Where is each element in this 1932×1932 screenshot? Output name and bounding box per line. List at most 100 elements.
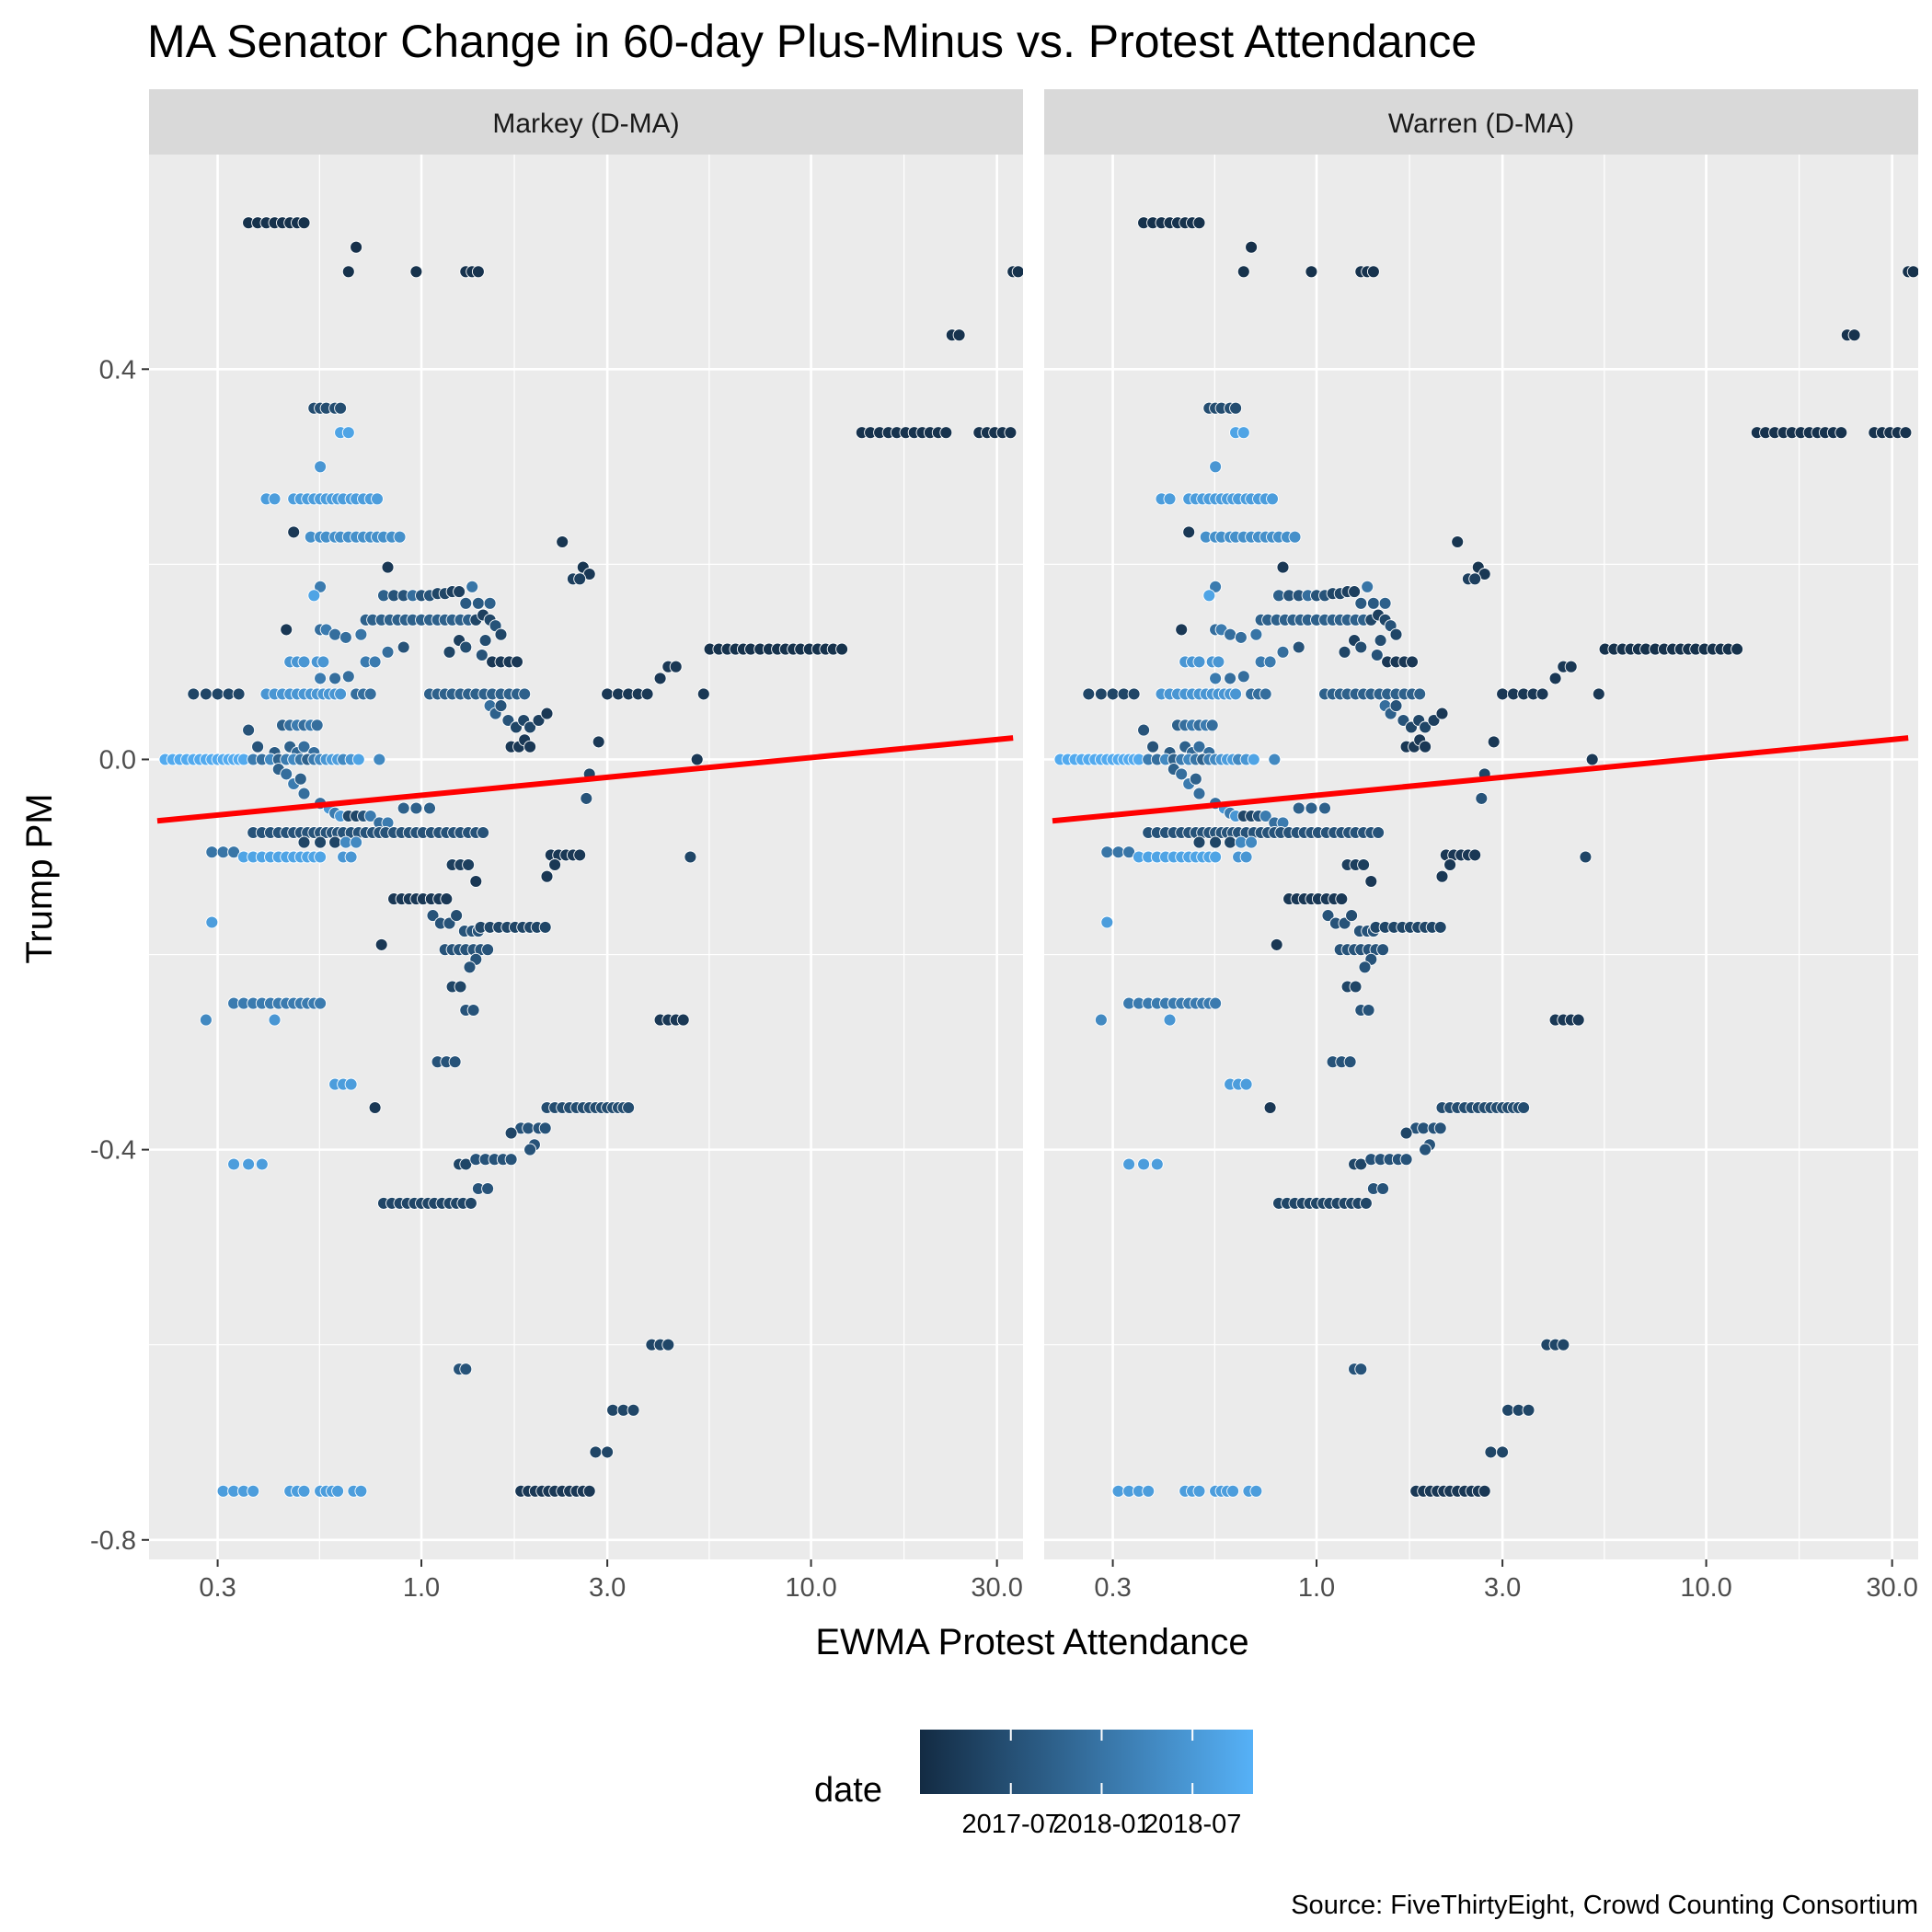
data-point bbox=[1263, 1101, 1277, 1114]
data-point bbox=[601, 1445, 615, 1459]
data-point bbox=[1433, 920, 1447, 934]
data-point bbox=[297, 1484, 311, 1498]
y-axis: -0.8 -0.4 0.0 0.4 bbox=[90, 355, 149, 1556]
data-point bbox=[1899, 426, 1913, 440]
data-point bbox=[1004, 426, 1018, 440]
data-point bbox=[354, 1484, 368, 1498]
data-point bbox=[1192, 216, 1206, 230]
data-point bbox=[640, 687, 654, 701]
data-point bbox=[504, 1153, 518, 1167]
data-point bbox=[368, 1101, 382, 1114]
data-point bbox=[409, 265, 423, 279]
data-point bbox=[1451, 535, 1465, 548]
data-point bbox=[1389, 699, 1403, 713]
data-point bbox=[363, 810, 377, 822]
data-point bbox=[1209, 580, 1223, 593]
data-point bbox=[1202, 589, 1216, 603]
data-point bbox=[341, 265, 355, 279]
data-point bbox=[1259, 810, 1272, 822]
data-point bbox=[1517, 1101, 1531, 1114]
data-point bbox=[316, 655, 330, 669]
data-point bbox=[1366, 596, 1380, 610]
y-tick-label: -0.4 bbox=[90, 1136, 136, 1166]
data-point bbox=[1557, 1338, 1570, 1351]
data-point bbox=[341, 670, 355, 684]
data-point bbox=[481, 1182, 495, 1195]
data-point bbox=[580, 791, 593, 805]
data-point bbox=[450, 909, 464, 923]
data-point bbox=[1226, 1484, 1240, 1498]
data-point bbox=[518, 687, 532, 701]
y-tick-label: 0.4 bbox=[99, 355, 136, 385]
data-point bbox=[1292, 640, 1305, 654]
data-point bbox=[1468, 572, 1482, 586]
x-tick-label: 30.0 bbox=[1866, 1573, 1917, 1603]
data-point bbox=[1349, 980, 1363, 994]
data-point bbox=[297, 835, 311, 849]
data-point bbox=[1175, 623, 1189, 637]
data-point bbox=[471, 265, 485, 279]
data-point bbox=[373, 753, 386, 766]
data-point bbox=[573, 572, 587, 586]
data-point bbox=[653, 672, 667, 685]
data-point bbox=[314, 850, 328, 864]
data-point bbox=[350, 835, 363, 849]
data-point bbox=[381, 645, 395, 659]
data-point bbox=[354, 627, 368, 641]
data-point bbox=[1268, 753, 1282, 766]
data-point bbox=[459, 596, 473, 610]
data-point bbox=[287, 525, 301, 539]
data-point bbox=[314, 996, 328, 1010]
data-point bbox=[351, 753, 365, 766]
x-tick-label: 1.0 bbox=[403, 1573, 440, 1603]
data-point bbox=[463, 960, 477, 974]
x-tick-label: 30.0 bbox=[971, 1573, 1022, 1603]
data-point bbox=[211, 687, 224, 701]
data-point bbox=[952, 328, 966, 342]
data-point bbox=[1362, 1004, 1375, 1017]
data-point bbox=[1205, 719, 1219, 732]
data-point bbox=[268, 492, 282, 506]
chart-title: MA Senator Change in 60-day Plus-Minus v… bbox=[147, 16, 1477, 67]
data-point bbox=[1137, 1157, 1151, 1171]
data-point bbox=[684, 850, 697, 864]
data-point bbox=[676, 1013, 690, 1027]
data-point bbox=[469, 875, 483, 888]
data-point bbox=[471, 596, 485, 610]
data-point bbox=[1236, 426, 1250, 440]
data-point bbox=[601, 687, 615, 701]
data-point bbox=[268, 1013, 282, 1027]
data-point bbox=[1182, 525, 1196, 539]
data-point bbox=[205, 915, 219, 929]
data-point bbox=[573, 848, 587, 862]
data-point bbox=[1082, 687, 1096, 701]
data-point bbox=[1122, 1157, 1136, 1171]
data-point bbox=[540, 707, 554, 720]
x-axes: 0.3 1.0 3.0 10.0 30.0 0.3 1.0 3.0 10.0 30.0 bbox=[199, 1559, 1918, 1603]
x-tick-label: 0.3 bbox=[199, 1573, 236, 1603]
data-point bbox=[1259, 687, 1272, 701]
data-point bbox=[1094, 687, 1108, 701]
data-point bbox=[1496, 1445, 1510, 1459]
data-point bbox=[255, 1157, 269, 1171]
data-point bbox=[1433, 1121, 1447, 1135]
data-point bbox=[459, 1363, 473, 1376]
data-point bbox=[1192, 740, 1206, 753]
data-point bbox=[606, 1403, 620, 1417]
data-point bbox=[459, 640, 473, 654]
x-tick-label: 10.0 bbox=[785, 1573, 836, 1603]
x-tick-label: 3.0 bbox=[1484, 1573, 1521, 1603]
data-point bbox=[1209, 850, 1223, 864]
data-point bbox=[538, 1121, 552, 1135]
data-point bbox=[690, 753, 704, 766]
data-point bbox=[582, 1484, 596, 1498]
data-point bbox=[1292, 801, 1305, 815]
legend-colorbar bbox=[920, 1730, 1253, 1794]
data-point bbox=[1354, 640, 1368, 654]
data-point bbox=[462, 858, 476, 871]
data-point bbox=[1189, 772, 1202, 786]
data-point bbox=[532, 714, 546, 727]
data-point bbox=[1361, 580, 1374, 593]
data-point bbox=[1579, 850, 1593, 864]
